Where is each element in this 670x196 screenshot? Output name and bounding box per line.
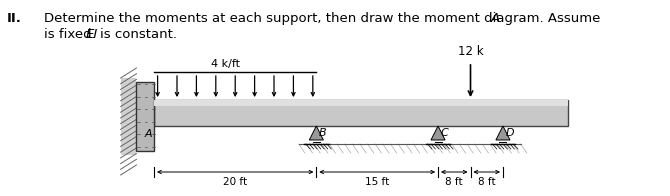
Text: EI: EI bbox=[85, 28, 98, 41]
Bar bbox=[154, 100, 568, 126]
Bar bbox=[121, 78, 137, 155]
Text: B: B bbox=[319, 128, 326, 138]
Bar bbox=[154, 100, 568, 106]
Text: is fixed.: is fixed. bbox=[44, 28, 100, 41]
Text: D: D bbox=[506, 128, 514, 138]
Text: 15 ft: 15 ft bbox=[365, 177, 389, 187]
Text: A: A bbox=[490, 12, 500, 25]
Text: 4 k/ft: 4 k/ft bbox=[211, 59, 240, 69]
Text: 20 ft: 20 ft bbox=[223, 177, 247, 187]
Polygon shape bbox=[496, 126, 510, 140]
Text: 8 ft: 8 ft bbox=[478, 177, 496, 187]
Text: 8 ft: 8 ft bbox=[446, 177, 463, 187]
Bar bbox=[137, 82, 154, 151]
Polygon shape bbox=[310, 126, 324, 140]
Text: A: A bbox=[145, 129, 152, 139]
Text: II.: II. bbox=[7, 12, 22, 25]
Text: is constant.: is constant. bbox=[100, 28, 178, 41]
Text: 12 k: 12 k bbox=[458, 45, 483, 58]
Text: C: C bbox=[441, 128, 448, 138]
Polygon shape bbox=[431, 126, 445, 140]
Text: Determine the moments at each support, then draw the moment diagram. Assume: Determine the moments at each support, t… bbox=[44, 12, 604, 25]
